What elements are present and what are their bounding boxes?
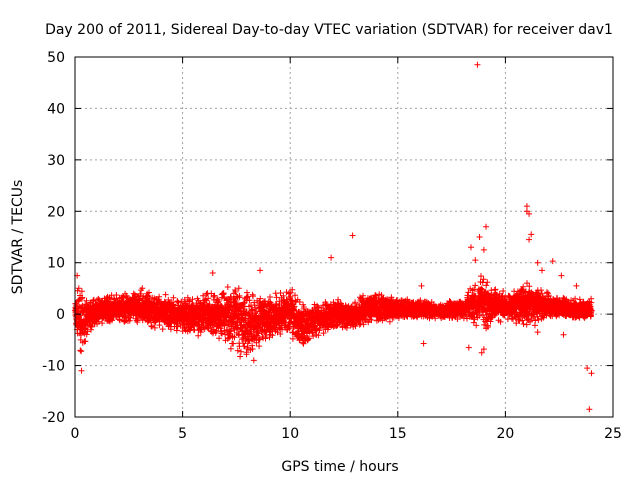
data-point-band xyxy=(72,273,595,364)
x-tick-label: 5 xyxy=(178,426,187,442)
data-point-outlier xyxy=(328,254,335,261)
data-point-outlier xyxy=(588,370,595,377)
data-point-outlier xyxy=(478,349,485,356)
data-point-outlier xyxy=(549,258,556,265)
data-point-outlier xyxy=(534,329,541,336)
data-point-outlier xyxy=(472,257,479,264)
data-point-outlier xyxy=(465,344,472,351)
plot-frame xyxy=(74,56,614,418)
data-point-outlier xyxy=(476,234,483,240)
data-point-outlier xyxy=(528,231,535,238)
x-tick-label: 25 xyxy=(604,426,622,442)
data-point-outlier xyxy=(538,267,545,274)
data-point-outlier xyxy=(586,406,593,413)
data-point-outlier xyxy=(209,270,216,276)
y-tick-label: 10 xyxy=(47,256,65,272)
y-tick-label: 30 xyxy=(47,153,65,169)
grid-lines xyxy=(75,57,613,417)
data-point-outlier xyxy=(418,282,425,289)
x-tick-label: 15 xyxy=(389,426,407,442)
data-point-outlier xyxy=(560,331,567,338)
x-axis-label: GPS time / hours xyxy=(281,459,398,475)
chart-title: Day 200 of 2011, Sidereal Day-to-day VTE… xyxy=(45,22,613,38)
data-point-outlier xyxy=(257,267,264,274)
data-point-outlier xyxy=(523,203,530,210)
data-point-outlier xyxy=(523,208,530,215)
y-axis-label: SDTVAR / TECUs xyxy=(10,180,26,295)
data-point-outlier xyxy=(467,244,474,251)
data-point-outlier xyxy=(584,365,591,372)
data-point-outlier xyxy=(480,246,487,253)
data-point-outlier xyxy=(480,346,487,353)
data-point-outlier xyxy=(534,259,541,266)
data-point-outlier xyxy=(573,282,580,289)
data-points xyxy=(72,61,595,413)
data-point-outlier xyxy=(474,61,481,68)
y-tick-label: 0 xyxy=(56,307,65,323)
y-tick-label: -10 xyxy=(42,359,65,375)
data-point-outlier xyxy=(483,223,490,230)
y-tick-label: 20 xyxy=(47,204,65,220)
data-point-outlier xyxy=(420,340,427,347)
data-point-outlier xyxy=(558,272,565,279)
data-point-outlier xyxy=(78,367,85,374)
x-tick-label: 10 xyxy=(281,426,299,442)
data-point-outlier xyxy=(349,232,356,239)
axis-ticks: 0 5 10 15 20 25 -20 -10 0 10 20 30 40 50 xyxy=(42,50,622,442)
x-tick-label: 0 xyxy=(71,426,80,442)
y-tick-label: 40 xyxy=(47,101,65,117)
x-tick-label: 20 xyxy=(496,426,514,442)
y-tick-label: -20 xyxy=(42,410,65,426)
y-tick-label: 50 xyxy=(47,50,65,66)
data-point-outlier xyxy=(526,236,533,243)
